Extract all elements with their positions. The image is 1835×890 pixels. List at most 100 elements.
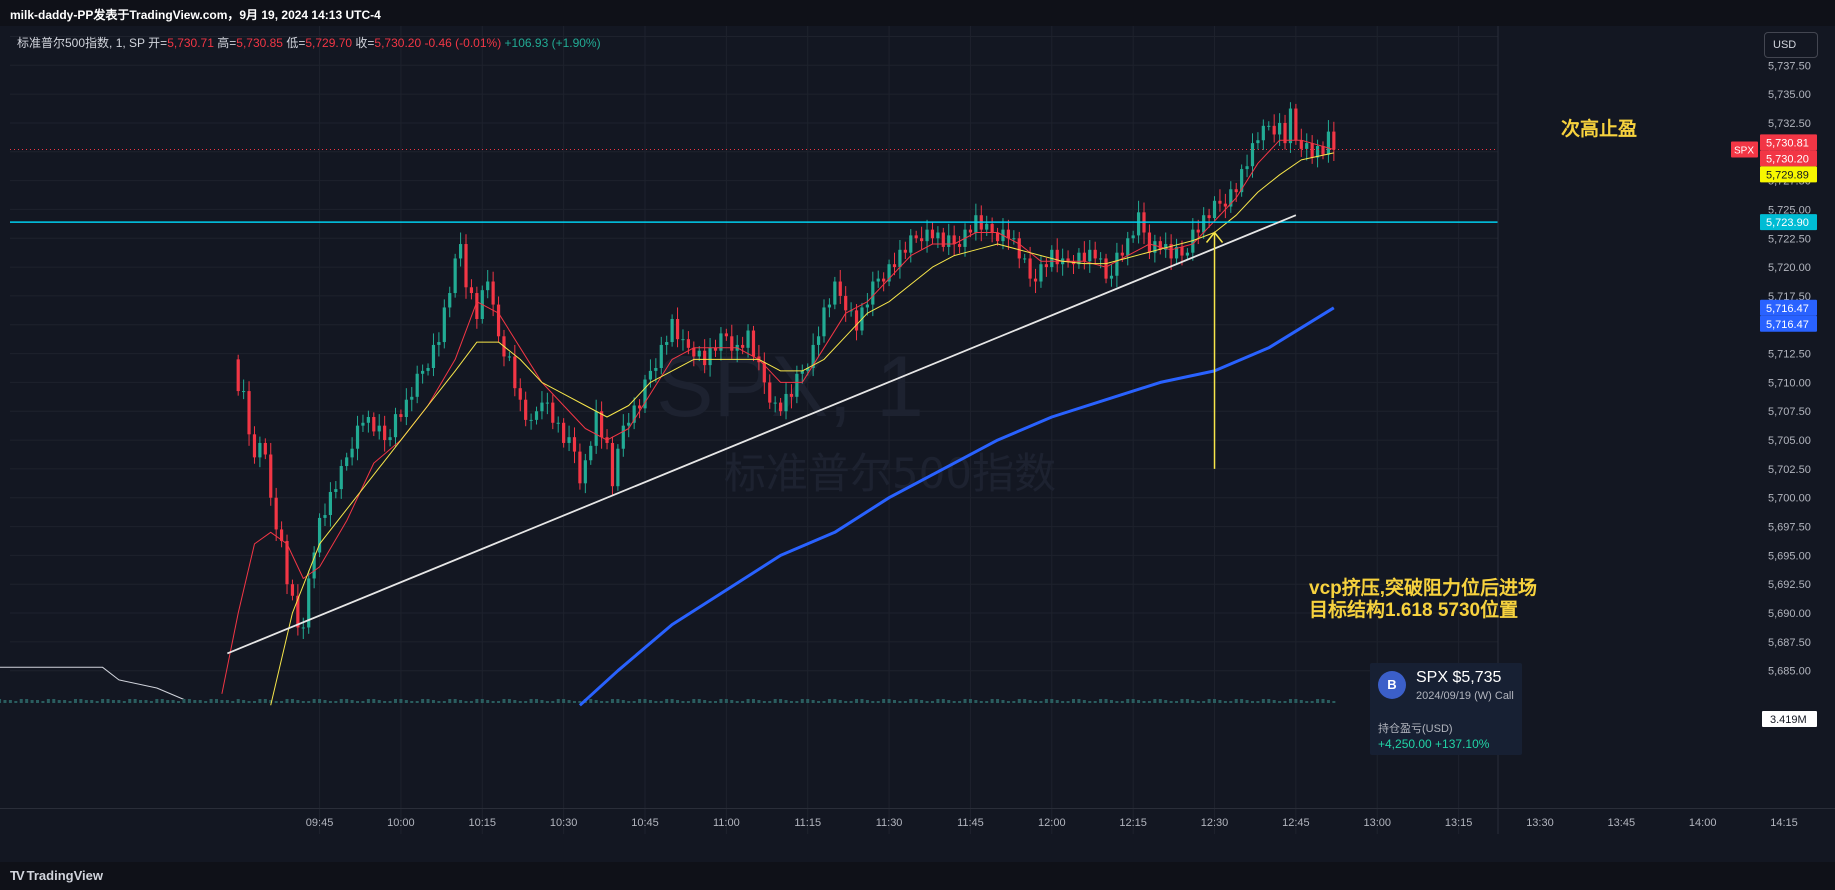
volume-bar xyxy=(855,699,859,703)
candle-body xyxy=(621,425,625,449)
candle-body xyxy=(920,238,924,242)
price-tick-label: 5,700.00 xyxy=(1768,493,1811,505)
candle-body xyxy=(458,244,463,259)
volume-bar xyxy=(252,701,256,703)
candle-body xyxy=(768,382,772,403)
candle-body xyxy=(518,388,522,400)
candle-body xyxy=(236,359,240,392)
volume-bar xyxy=(1099,699,1103,703)
candle-body xyxy=(952,235,956,245)
candle-body xyxy=(1202,215,1206,233)
volume-bar xyxy=(578,701,582,703)
volume-bar xyxy=(431,700,435,703)
volume-bar xyxy=(551,701,555,703)
volume-bar xyxy=(757,700,761,703)
volume-bar xyxy=(844,701,848,703)
volume-bar xyxy=(1245,700,1249,703)
candle-body xyxy=(567,437,571,443)
volume-bar xyxy=(1299,700,1303,703)
volume-bar xyxy=(643,699,647,703)
volume-bar xyxy=(1115,701,1119,703)
candle-body xyxy=(600,411,604,438)
legend-symbol[interactable]: 标准普尔500指数, 1, SP xyxy=(17,36,145,50)
trade-card[interactable]: B SPX $5,735 2024/09/19 (W) Call 持仓盈亏(US… xyxy=(1370,663,1522,755)
volume-bar xyxy=(1250,701,1254,703)
volume-bar xyxy=(101,699,105,703)
volume-bar xyxy=(106,699,110,703)
currency-button[interactable]: USD xyxy=(1764,32,1818,58)
candle-body xyxy=(816,336,821,345)
volume-bar xyxy=(876,701,880,703)
volume-bar xyxy=(985,701,989,703)
volume-bar xyxy=(1240,699,1244,703)
volume-bar xyxy=(1039,701,1043,703)
candle-body xyxy=(675,318,680,340)
candle-body xyxy=(854,310,859,331)
candle-body xyxy=(659,344,663,368)
candle-body xyxy=(285,540,289,585)
time-tick-label: 14:15 xyxy=(1770,817,1798,829)
volume-bar xyxy=(231,701,235,703)
volume-bar xyxy=(1044,699,1048,703)
volume-bar xyxy=(312,699,316,703)
volume-bar xyxy=(111,700,115,703)
volume-bar xyxy=(621,700,625,703)
volume-bar xyxy=(1164,700,1168,703)
candle-body xyxy=(366,417,370,423)
candle-body xyxy=(957,244,962,247)
candle-body xyxy=(296,595,300,628)
candle-body xyxy=(1153,241,1157,253)
candle-body xyxy=(773,402,777,404)
volume-bar xyxy=(719,699,723,703)
price-chart[interactable]: SPX, 1 标准普尔500指数 5,685.00 5,687.50 5,690.00 5… xyxy=(0,26,1835,862)
price-label-text: 5,716.47 xyxy=(1766,319,1809,331)
candle-body xyxy=(1310,143,1314,158)
candle-body xyxy=(594,411,598,446)
volume-bar xyxy=(377,700,381,703)
candle-body xyxy=(475,293,479,319)
candle-body xyxy=(524,399,528,420)
time-tick-label: 13:15 xyxy=(1445,817,1473,829)
volume-bar xyxy=(893,700,897,703)
candle-body xyxy=(415,373,419,397)
candle-body xyxy=(578,451,582,484)
volume-bar xyxy=(1191,700,1195,703)
volume-bar xyxy=(1229,701,1233,703)
candle-body xyxy=(1294,108,1298,141)
volume-bar xyxy=(30,700,34,703)
price-tick-label: 5,687.50 xyxy=(1768,637,1811,649)
candle-body xyxy=(1272,125,1276,135)
symbol-tag: SPX xyxy=(1734,145,1754,156)
candle-body xyxy=(1191,229,1195,253)
candle-body xyxy=(534,411,539,420)
support-trendline xyxy=(227,214,1297,655)
volume-bar xyxy=(480,699,484,703)
volume-bar xyxy=(1207,699,1211,703)
volume-bar xyxy=(545,701,549,703)
candle-body xyxy=(572,437,577,452)
volume-bar xyxy=(383,701,387,703)
volume-label: 3.419M xyxy=(1770,714,1807,726)
volume-bar xyxy=(600,701,604,703)
candle-body xyxy=(361,422,365,426)
volume-bar xyxy=(665,699,669,703)
volume-bar xyxy=(1017,699,1021,703)
candle-body xyxy=(947,235,951,247)
volume-bar xyxy=(90,700,94,703)
volume-bar xyxy=(914,699,918,703)
volume-bar xyxy=(36,700,40,703)
volume-bar xyxy=(909,699,913,703)
price-label-bg xyxy=(1760,134,1817,151)
candle-body xyxy=(974,215,978,233)
candle-body xyxy=(985,223,989,230)
volume-bar xyxy=(724,699,728,703)
volume-bar xyxy=(1196,701,1200,703)
tradingview-logo[interactable]: TV TradingView xyxy=(10,868,103,883)
volume-bar xyxy=(773,699,777,703)
volume-bar xyxy=(1158,699,1162,703)
candle-body xyxy=(1218,200,1222,204)
price-tick-label: 5,697.50 xyxy=(1768,522,1811,534)
price-label-text: 5,716.47 xyxy=(1766,303,1809,315)
candle-body xyxy=(328,491,333,516)
candle-body xyxy=(1212,200,1217,219)
